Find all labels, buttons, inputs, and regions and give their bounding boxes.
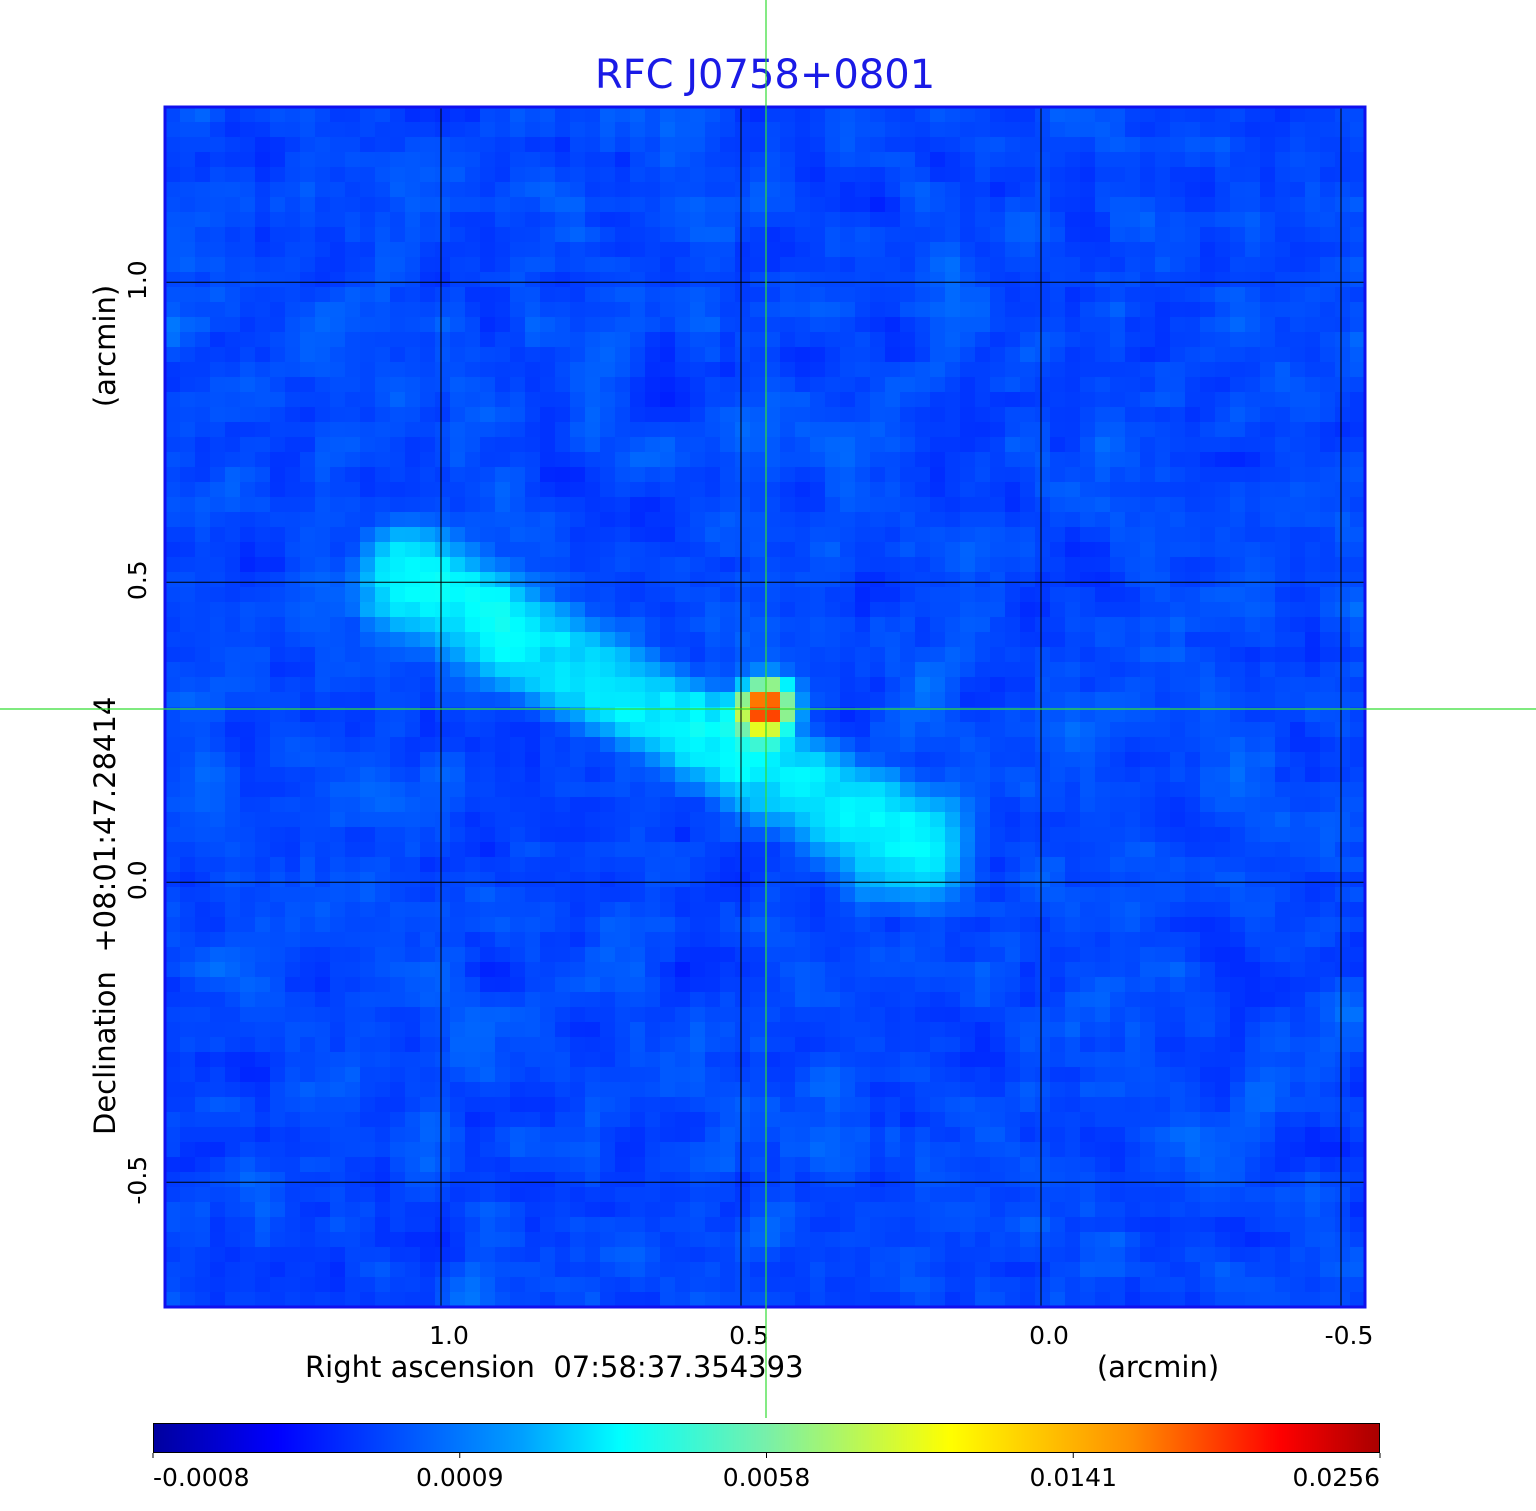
y-axis-unit: (arcmin): [88, 285, 122, 407]
x-tick-label: 0.0: [1029, 1321, 1069, 1350]
colorbar-tick-label: -0.0008: [153, 1463, 250, 1492]
x-tick-label: 1.0: [429, 1321, 469, 1350]
x-tick-labels: 1.0 0.5 0.0 -0.5: [429, 1321, 1373, 1350]
y-tick-label: 0.5: [123, 560, 152, 600]
x-tick-label: 0.5: [729, 1321, 769, 1350]
colorbar-tick-label: 0.0141: [1030, 1463, 1117, 1492]
y-axis-label: Declination +08:01:47.28414: [88, 697, 122, 1135]
y-tick-labels: 1.0 0.5 0.0 -0.5: [123, 260, 152, 1204]
colorbar-ticks: -0.0008 0.0009 0.0058 0.0141 0.0256: [152, 1453, 1381, 1492]
colorbar-tick-label: 0.0009: [416, 1463, 503, 1492]
y-tick-label: 1.0: [123, 260, 152, 300]
grid-lines: [165, 107, 1365, 1307]
sky-image-heatmap: [165, 107, 1365, 1307]
colorbar: [153, 1423, 1380, 1453]
y-tick-label: -0.5: [123, 1156, 152, 1205]
y-tick-label: 0.0: [123, 860, 152, 900]
x-tick-label: -0.5: [1325, 1321, 1374, 1350]
plot-frame: [163, 105, 1367, 1309]
colorbar-tick-label: 0.0058: [723, 1463, 810, 1492]
chart-title: RFC J0758+0801: [595, 52, 935, 98]
x-axis-unit: (arcmin): [1097, 1350, 1219, 1384]
colorbar-tick-label: 0.0256: [1293, 1463, 1380, 1492]
x-axis-label: Right ascension 07:58:37.354393: [305, 1350, 804, 1384]
